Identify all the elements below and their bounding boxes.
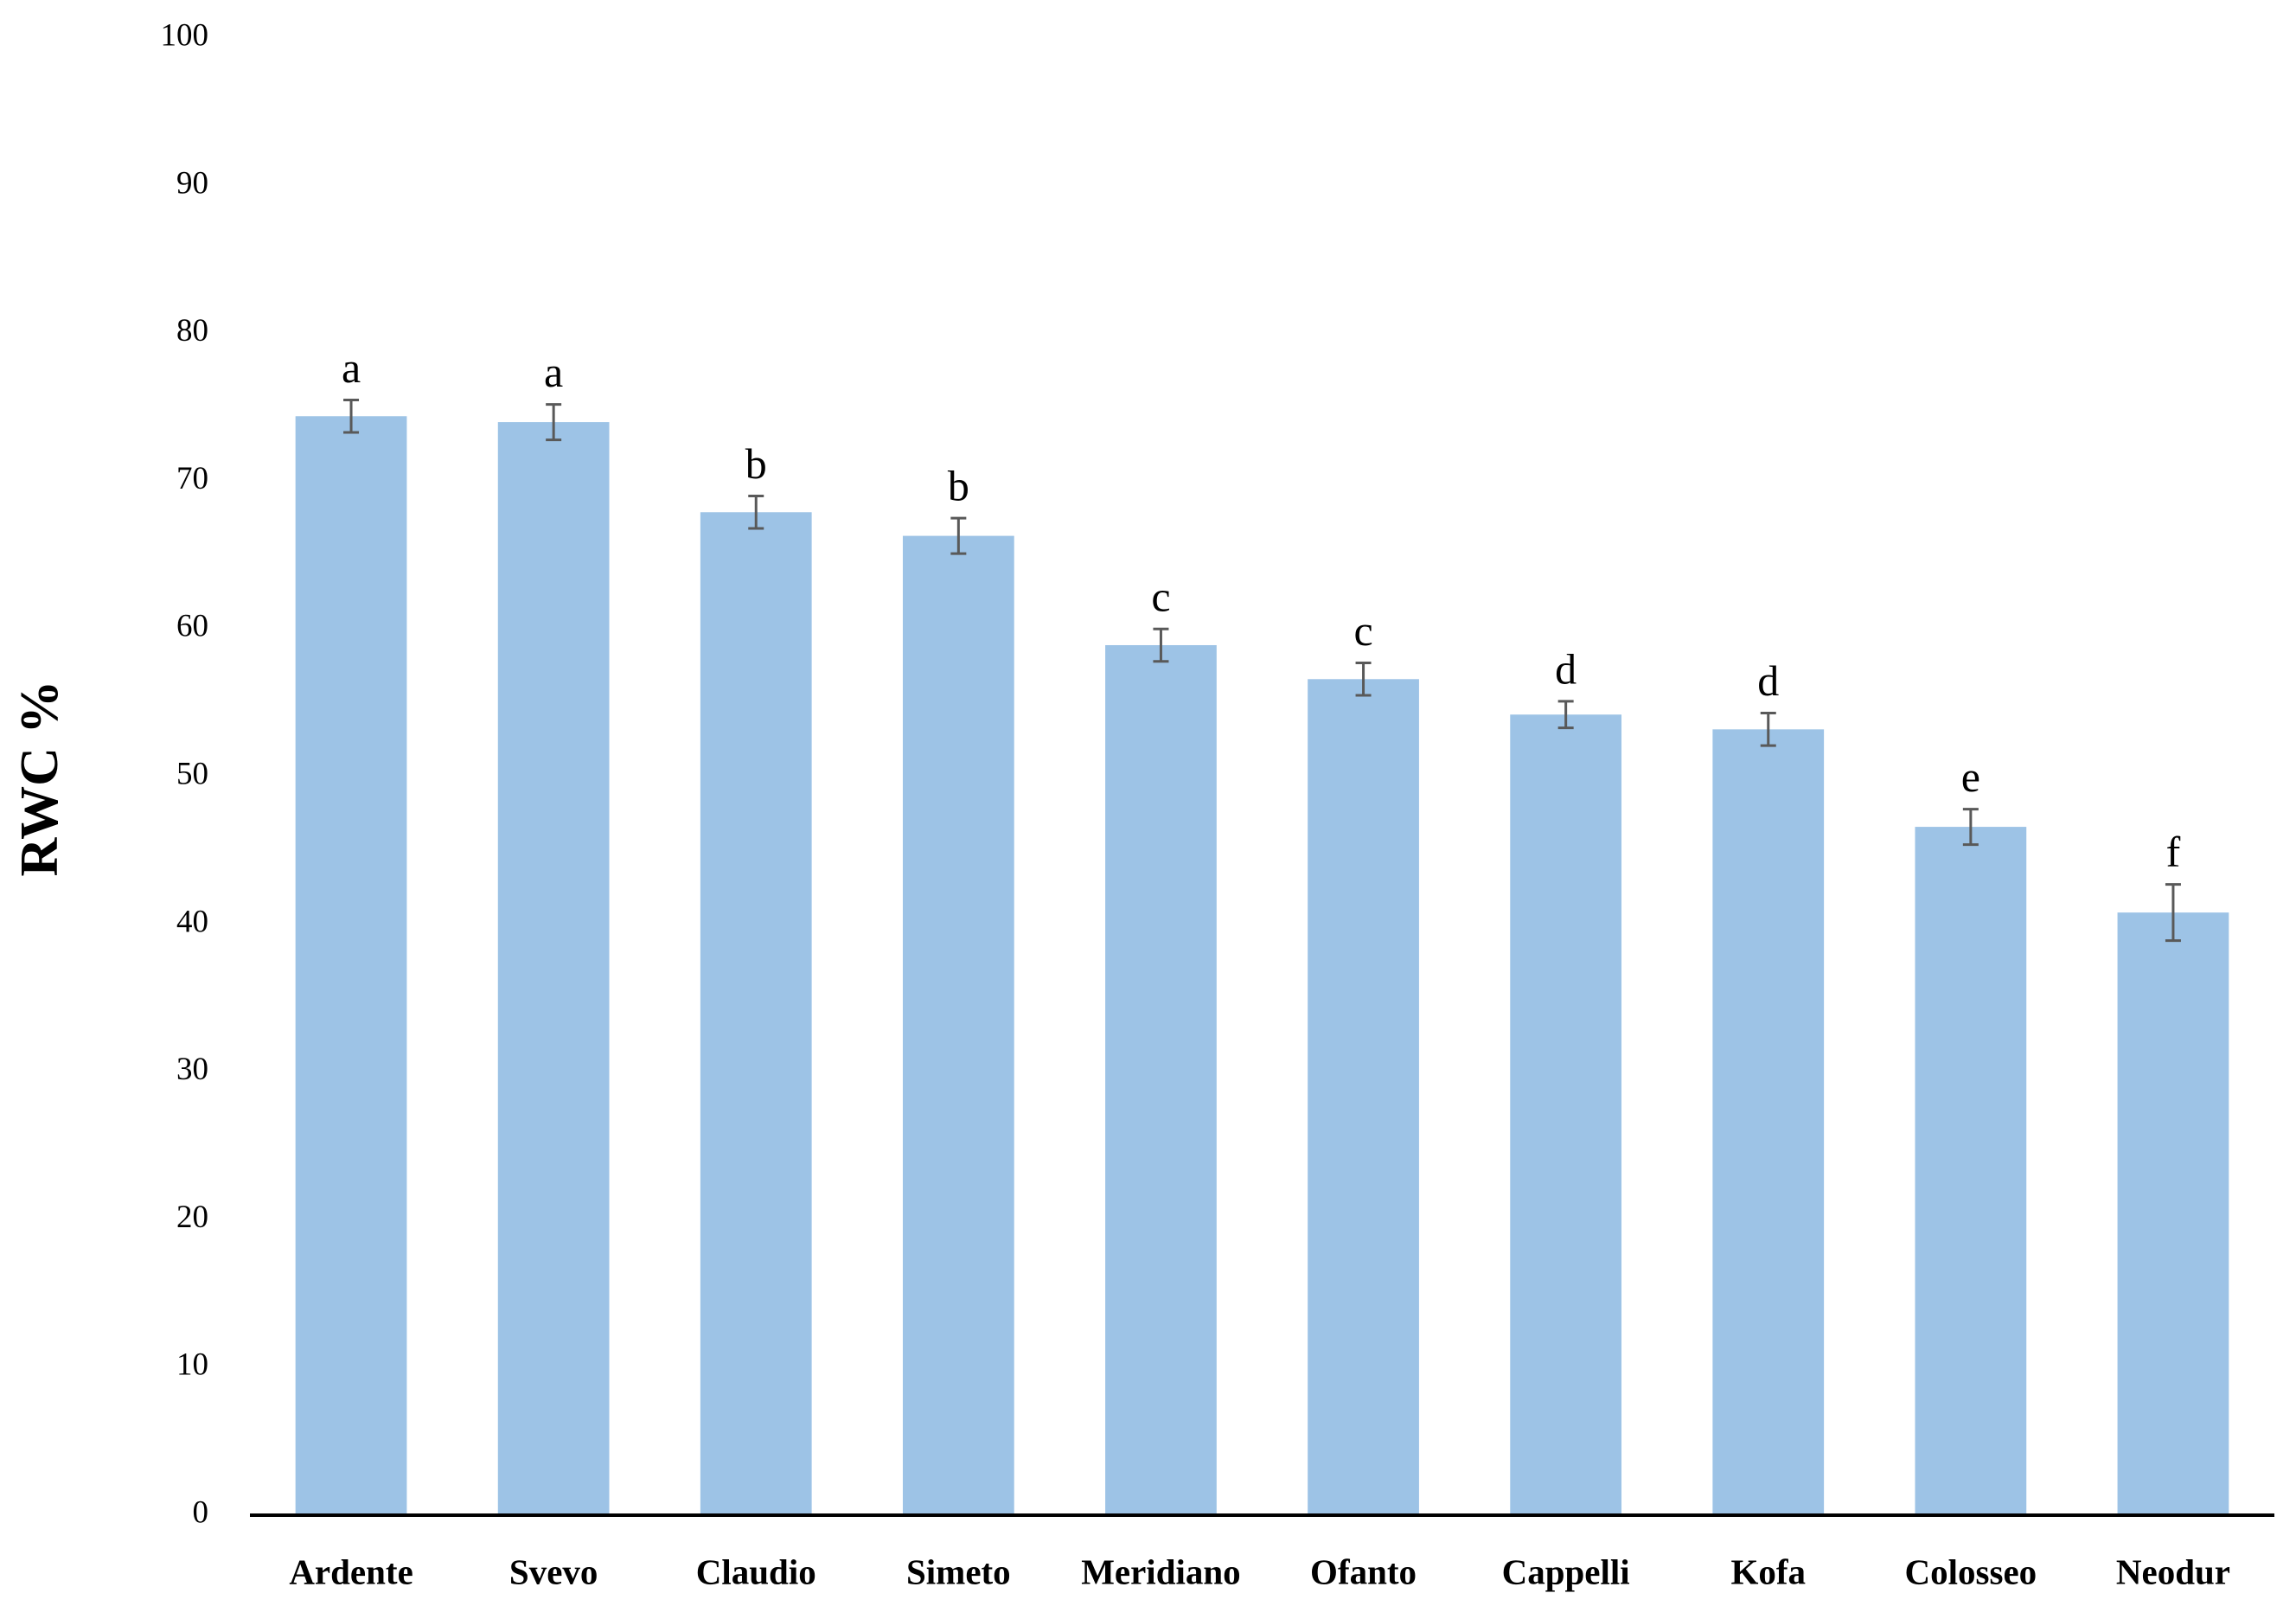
error-bar: [1557, 700, 1574, 730]
error-bar: [343, 398, 360, 434]
bar: [700, 512, 812, 1515]
y-tick-label: 30: [176, 1052, 208, 1087]
error-bar: [2165, 883, 2181, 943]
error-bar: [1760, 712, 1776, 747]
significance-letter: b: [948, 462, 969, 510]
bar: [497, 422, 610, 1516]
x-tick-label: Ofanto: [1310, 1552, 1417, 1591]
y-tick-label: 40: [176, 904, 208, 939]
bar: [1510, 714, 1622, 1515]
error-bar: [1153, 627, 1169, 663]
significance-letter: f: [2166, 828, 2181, 876]
y-tick-label: 50: [176, 756, 208, 791]
significance-letter: e: [1961, 752, 1980, 801]
x-tick-label: Kofa: [1730, 1552, 1806, 1591]
error-bar: [1962, 808, 1979, 847]
y-tick-label: 70: [176, 461, 208, 496]
error-bar: [950, 516, 967, 555]
x-tick-label: Claudio: [696, 1552, 816, 1591]
y-tick-label: 0: [193, 1494, 209, 1530]
y-axis-title: RWC %: [10, 681, 69, 877]
x-tick-label: Meridiano: [1081, 1552, 1240, 1591]
y-tick-label: 60: [176, 609, 208, 644]
bar: [902, 535, 1014, 1516]
x-tick-label: Colosseo: [1905, 1552, 2037, 1591]
y-tick-label: 20: [176, 1200, 208, 1235]
y-tick-label: 80: [176, 313, 208, 349]
significance-letter: a: [544, 348, 563, 396]
bar: [1915, 827, 2027, 1515]
significance-letter: d: [1555, 644, 1577, 693]
x-tick-label: Simeto: [906, 1552, 1011, 1591]
significance-letter: c: [1151, 573, 1170, 621]
x-tick-label: Ardente: [289, 1552, 413, 1591]
bar: [2117, 912, 2229, 1515]
x-tick-label: Svevo: [509, 1552, 598, 1591]
bar: [1712, 729, 1825, 1515]
y-tick-label: 10: [176, 1347, 208, 1383]
x-tick-label: Neodur: [2116, 1552, 2230, 1591]
bar: [1308, 679, 1419, 1515]
significance-letter: b: [745, 439, 767, 488]
error-bar: [1355, 661, 1372, 697]
significance-letter: c: [1353, 606, 1372, 655]
error-bar: [546, 403, 562, 442]
bar: [295, 416, 407, 1515]
significance-letter: d: [1757, 656, 1779, 705]
significance-letter: a: [342, 343, 361, 392]
bar: [1105, 644, 1217, 1515]
error-bar: [748, 494, 764, 530]
x-tick-label: Cappelli: [1502, 1552, 1630, 1591]
y-tick-label: 90: [176, 165, 208, 201]
y-tick-label: 100: [161, 17, 209, 53]
